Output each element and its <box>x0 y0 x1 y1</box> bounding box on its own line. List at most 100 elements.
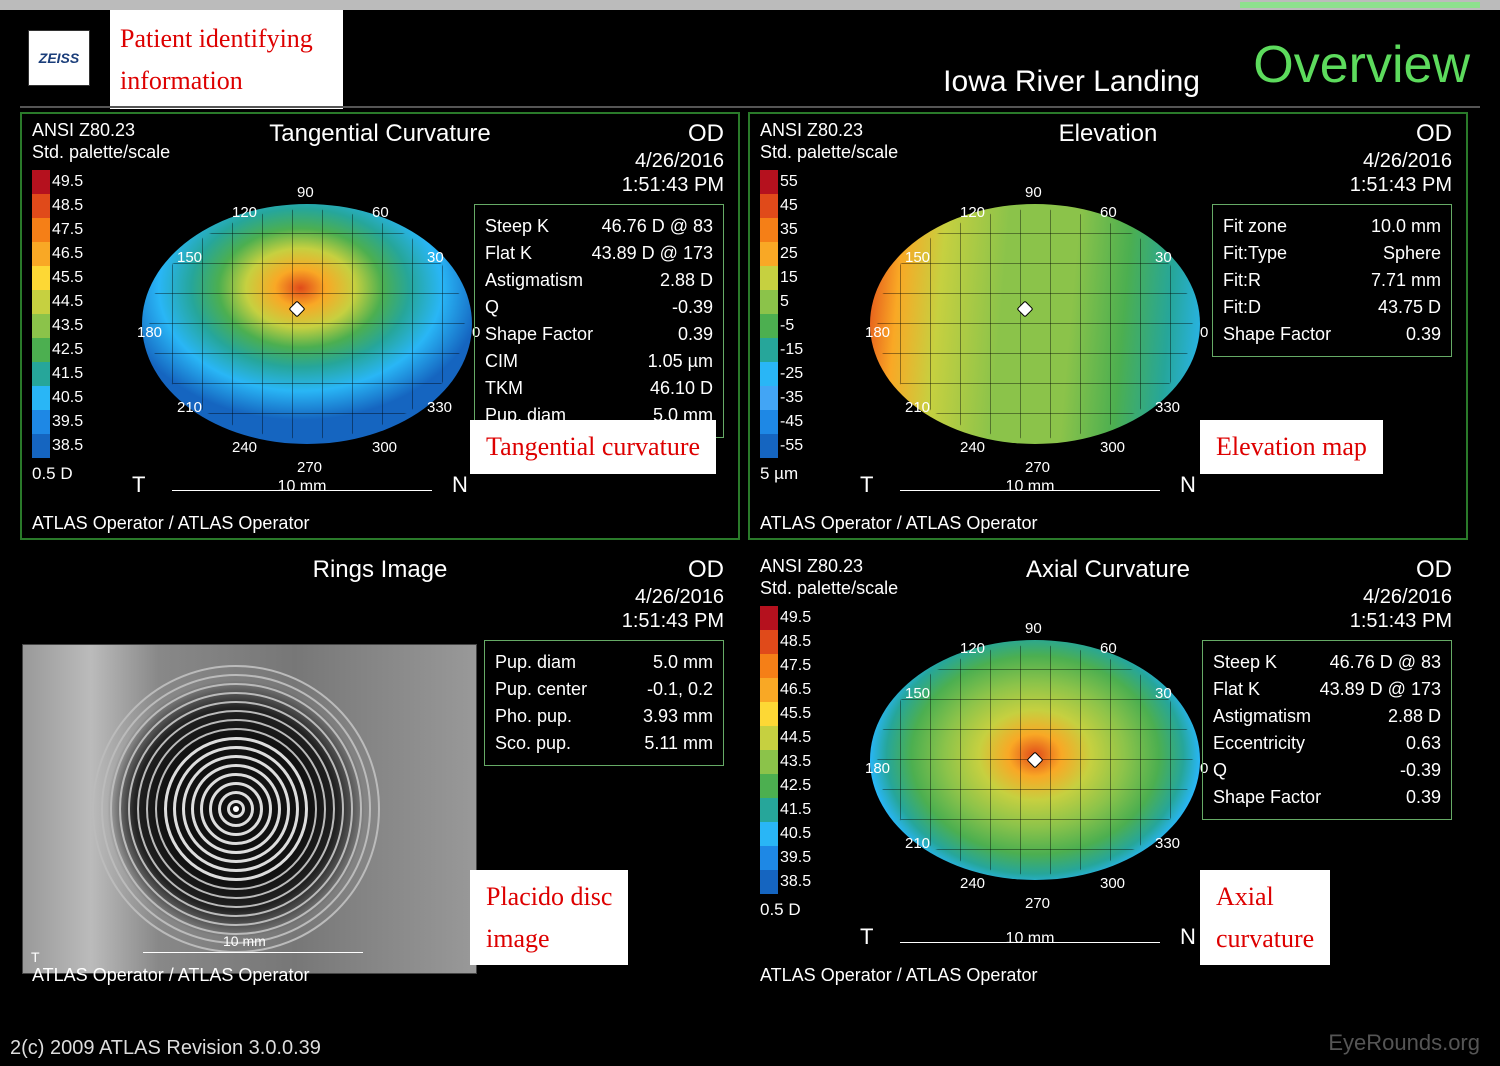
data-row: Steep K 46.76 D @ 83 <box>1213 649 1441 676</box>
axial-annotation: Axial curvature <box>1200 870 1330 965</box>
data-key: Sco. pup. <box>495 730 605 757</box>
scale-bar-text: 10 mm <box>223 933 266 949</box>
panel-elevation: ANSI Z80.23 Std. palette/scale Elevation… <box>748 112 1468 540</box>
data-key: Shape Factor <box>1223 321 1333 348</box>
scale-swatch <box>32 170 50 194</box>
scale-value: 39.5 <box>780 849 811 867</box>
data-row: Eccentricity0.63 <box>1213 730 1441 757</box>
angle-tick-label: 30 <box>1155 249 1172 266</box>
elevation-annotation: Elevation map <box>1200 420 1383 474</box>
angle-tick-label: 60 <box>1100 640 1117 657</box>
scale-swatch <box>760 242 778 266</box>
data-row: Steep K46.76 D @ 83 <box>485 213 713 240</box>
scale-value: 38.5 <box>52 437 83 455</box>
data-row: Shape Factor0.39 <box>1223 321 1441 348</box>
angle-tick-label: 270 <box>1025 459 1050 476</box>
scale-swatch <box>760 194 778 218</box>
scale-swatch <box>32 362 50 386</box>
data-box: Pup. diam5.0 mmPup. center-0.1, 0.2Pho. … <box>484 640 724 766</box>
topography-map[interactable]: 9012060150301800210330240300270 <box>850 610 1220 920</box>
angle-tick-label: 300 <box>1100 875 1125 892</box>
watermark: EyeRounds.org <box>1328 1030 1480 1056</box>
scale-swatch <box>760 362 778 386</box>
tangential-annotation: Tangential curvature <box>470 420 716 474</box>
angle-tick-label: 240 <box>232 439 257 456</box>
scale-swatch <box>32 386 50 410</box>
scale-value: 35 <box>780 221 798 239</box>
time-label: 1:51:43 PM <box>1350 174 1452 197</box>
data-value: -0.1, 0.2 <box>647 676 713 703</box>
scale-value: 49.5 <box>52 173 83 191</box>
panel-title: Axial Curvature <box>1026 556 1190 584</box>
angle-tick-label: 90 <box>1025 184 1042 201</box>
placido-annotation: Placido disc image <box>470 870 628 965</box>
scale-swatch <box>760 678 778 702</box>
nasal-label: N <box>452 472 468 498</box>
color-scale: 49.548.547.546.545.544.543.542.541.540.5… <box>760 606 832 894</box>
scale-swatch <box>760 846 778 870</box>
data-key: Q <box>1213 757 1323 784</box>
scale-swatch <box>760 750 778 774</box>
data-row: Pup. center -0.1, 0.2 <box>495 676 713 703</box>
data-row: Pho. pup.3.93 mm <box>495 703 713 730</box>
scale-value: 44.5 <box>780 729 811 747</box>
data-key: Fit zone <box>1223 213 1333 240</box>
scale-row: 43.5 <box>32 314 104 338</box>
scale-row: 38.5 <box>32 434 104 458</box>
scale-swatch <box>760 434 778 458</box>
panel-title: Elevation <box>1059 120 1158 148</box>
date-label: 4/26/2016 <box>1363 586 1452 609</box>
scale-swatch <box>32 266 50 290</box>
scale-value: 45.5 <box>780 705 811 723</box>
data-key: Shape Factor <box>1213 784 1323 811</box>
scale-swatch <box>760 726 778 750</box>
temporal-label: T <box>860 924 873 950</box>
scale-swatch <box>32 434 50 458</box>
scale-swatch <box>760 630 778 654</box>
scale-value: 40.5 <box>52 389 83 407</box>
data-value: 2.88 D <box>1388 703 1441 730</box>
placido-rings-image[interactable]: T 10 mm <box>22 644 477 974</box>
data-key: Pup. center <box>495 676 605 703</box>
scale-row: 45.5 <box>32 266 104 290</box>
scale-swatch <box>32 338 50 362</box>
angle-tick-label: 270 <box>297 459 322 476</box>
data-key: Steep K <box>1213 649 1323 676</box>
angle-tick-label: 60 <box>1100 204 1117 221</box>
data-key: Astigmatism <box>1213 703 1323 730</box>
topography-map[interactable]: 9012060150301800210330240300270 <box>122 174 492 484</box>
scale-value: -15 <box>780 341 803 359</box>
scale-swatch <box>760 606 778 630</box>
scale-value: 42.5 <box>52 341 83 359</box>
status-bar: 2(c) 2009 ATLAS Revision 3.0.0.39 <box>10 1037 321 1060</box>
scale-value: 48.5 <box>52 197 83 215</box>
eye-label: OD <box>688 556 724 584</box>
scale-row: -25 <box>760 362 832 386</box>
data-key: Flat K <box>1213 676 1320 703</box>
temporal-label: T <box>860 472 873 498</box>
color-scale: 49.548.547.546.545.544.543.542.541.540.5… <box>32 170 104 458</box>
rings-center-dot <box>233 806 239 812</box>
nasal-label: N <box>1180 924 1196 950</box>
topography-map[interactable]: 9012060150301800210330240300270 <box>850 174 1220 484</box>
angle-tick-label: 150 <box>177 249 202 266</box>
temporal-label: T <box>31 949 40 965</box>
data-value: Sphere <box>1383 240 1441 267</box>
scale-row: 40.5 <box>32 386 104 410</box>
data-key: Astigmatism <box>485 267 595 294</box>
scale-swatch <box>32 410 50 434</box>
panel-title: Rings Image <box>313 556 448 584</box>
data-key: Q <box>485 294 595 321</box>
scale-row: 40.5 <box>760 822 832 846</box>
scale-row: 39.5 <box>760 846 832 870</box>
data-value: 0.63 <box>1406 730 1441 757</box>
operator-label: ATLAS Operator / ATLAS Operator <box>760 513 1037 534</box>
data-key: Shape Factor <box>485 321 595 348</box>
scale-value: 25 <box>780 245 798 263</box>
scale-bar: 10 mm <box>172 482 432 498</box>
data-value: 46.76 D @ 83 <box>1330 649 1441 676</box>
angle-tick-label: 120 <box>960 204 985 221</box>
eye-label: OD <box>1416 120 1452 148</box>
angle-tick-label: 150 <box>905 249 930 266</box>
scale-value: -45 <box>780 413 803 431</box>
